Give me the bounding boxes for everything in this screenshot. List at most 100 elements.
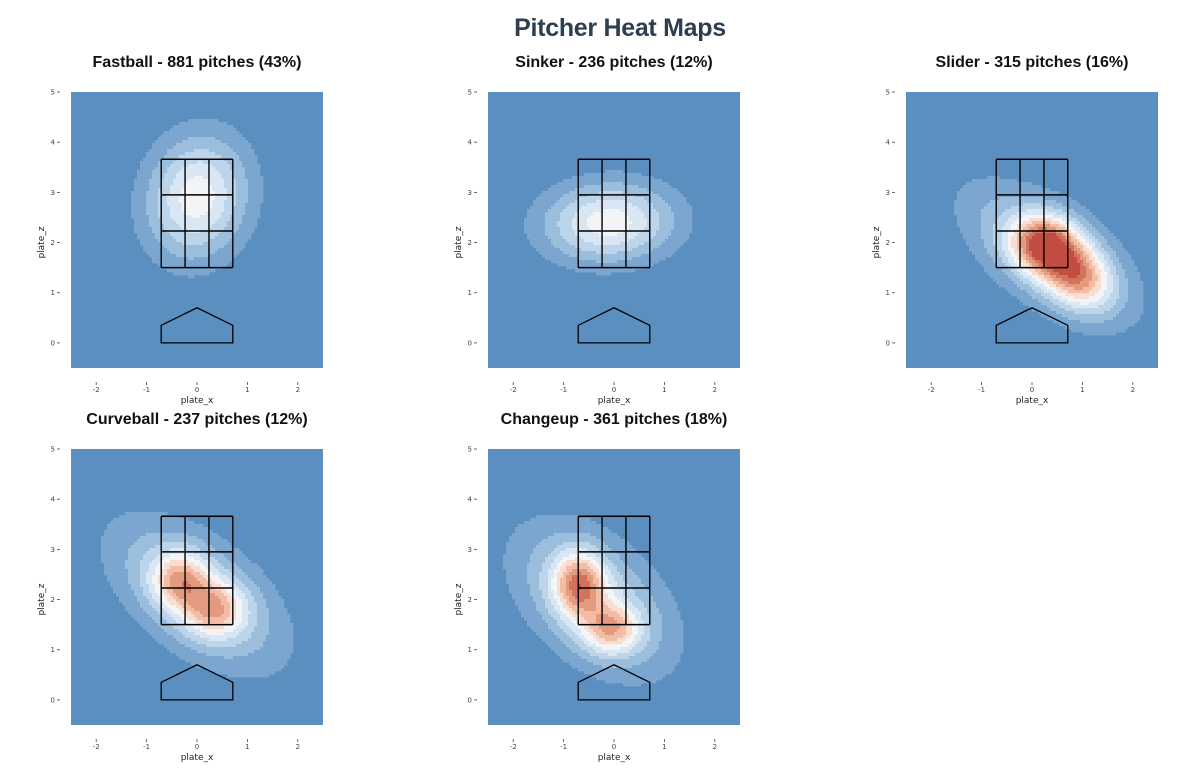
density-cell: [542, 230, 545, 233]
density-cell: [596, 191, 599, 194]
density-cell: [641, 203, 644, 206]
density-cell: [1107, 260, 1110, 263]
density-cell: [167, 146, 170, 149]
density-cell: [143, 191, 146, 194]
density-cell: [987, 191, 990, 194]
y-tick-label: 2: [468, 239, 472, 247]
density-cell: [164, 245, 167, 248]
density-cell: [584, 236, 587, 239]
density-cell: [146, 188, 149, 191]
density-cell: [203, 161, 206, 164]
density-cell: [659, 194, 662, 197]
density-cell: [1104, 266, 1107, 269]
density-cell: [236, 185, 239, 188]
density-cell: [1092, 227, 1095, 230]
density-cell: [188, 188, 191, 191]
density-cell: [605, 170, 608, 173]
density-cell: [560, 182, 563, 185]
density-cell: [689, 212, 692, 215]
density-cell: [1098, 266, 1101, 269]
density-cell: [1008, 221, 1011, 224]
density-cell: [158, 140, 161, 143]
density-cell: [530, 212, 533, 215]
density-cell: [626, 269, 629, 272]
density-cell: [1104, 251, 1107, 254]
density-cell: [200, 209, 203, 212]
density-cell: [975, 218, 978, 221]
density-cell: [242, 155, 245, 158]
density-cell: [683, 215, 686, 218]
density-cell: [963, 191, 966, 194]
density-cell: [539, 206, 542, 209]
density-cell: [969, 245, 972, 248]
density-cell: [587, 185, 590, 188]
density-cell: [662, 227, 665, 230]
density-cell: [1038, 260, 1041, 263]
density-cell: [563, 227, 566, 230]
density-cell: [632, 248, 635, 251]
density-cell: [164, 239, 167, 242]
density-cell: [164, 137, 167, 140]
density-cell: [677, 215, 680, 218]
density-cell: [1062, 260, 1065, 263]
density-cell: [960, 191, 963, 194]
density-cell: [596, 197, 599, 200]
density-cell: [140, 170, 143, 173]
density-cell: [248, 155, 251, 158]
density-cell: [218, 197, 221, 200]
density-cell: [990, 230, 993, 233]
density-cell: [1068, 263, 1071, 266]
density-cell: [200, 182, 203, 185]
density-cell: [221, 155, 224, 158]
density-cell: [1059, 197, 1062, 200]
density-cell: [987, 254, 990, 257]
density-cell: [987, 242, 990, 245]
density-cell: [1035, 248, 1038, 251]
density-cell: [143, 167, 146, 170]
density-cell: [569, 266, 572, 269]
density-cell: [1065, 269, 1068, 272]
density-cell: [1074, 260, 1077, 263]
density-cell: [677, 197, 680, 200]
density-cell: [227, 185, 230, 188]
density-cell: [644, 200, 647, 203]
density-cell: [593, 176, 596, 179]
density-cell: [566, 221, 569, 224]
density-cell: [560, 212, 563, 215]
density-cell: [146, 230, 149, 233]
density-cell: [152, 158, 155, 161]
density-cell: [999, 260, 1002, 263]
density-cell: [1029, 245, 1032, 248]
density-cell: [1071, 275, 1074, 278]
density-cell: [530, 215, 533, 218]
density-cell: [191, 170, 194, 173]
density-cell: [176, 239, 179, 242]
density-cell: [536, 221, 539, 224]
density-cell: [614, 239, 617, 242]
density-cell: [179, 188, 182, 191]
density-cell: [969, 227, 972, 230]
density-cell: [155, 185, 158, 188]
density-cell: [548, 218, 551, 221]
density-cell: [1014, 260, 1017, 263]
density-cell: [581, 233, 584, 236]
density-cell: [590, 236, 593, 239]
density-cell: [1023, 218, 1026, 221]
density-cell: [179, 167, 182, 170]
density-cell: [638, 233, 641, 236]
density-cell: [212, 143, 215, 146]
density-cell: [641, 188, 644, 191]
density-cell: [194, 155, 197, 158]
density-cell: [1008, 224, 1011, 227]
density-cell: [206, 128, 209, 131]
density-cell: [617, 254, 620, 257]
density-cell: [1041, 281, 1044, 284]
density-cell: [149, 179, 152, 182]
density-cell: [584, 254, 587, 257]
density-cell: [581, 185, 584, 188]
density-cell: [1071, 215, 1074, 218]
density-cell: [1023, 203, 1026, 206]
density-cell: [551, 257, 554, 260]
density-cell: [260, 197, 263, 200]
density-cell: [542, 212, 545, 215]
